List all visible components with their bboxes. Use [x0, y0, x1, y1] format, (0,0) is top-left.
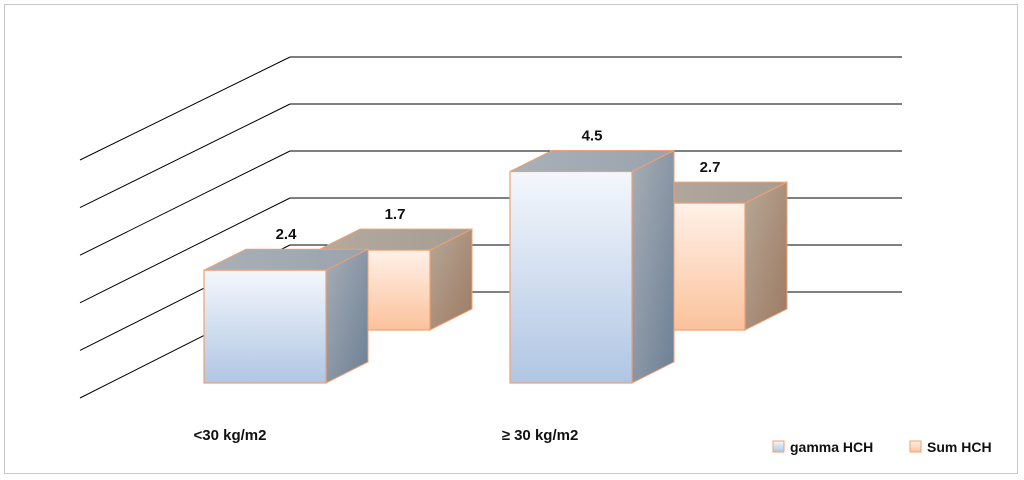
legend-swatch-sum-hch [909, 440, 922, 453]
category-label-0: <30 kg/m2 [194, 427, 267, 444]
gridline-diagonal-5 [79, 56, 291, 161]
bar-s0-c0-front [203, 269, 327, 384]
gridline-diagonal-3 [79, 150, 291, 256]
bar-s0-c1-front [509, 170, 633, 384]
data-label-s0-c0: 2.4 [276, 226, 298, 243]
legend-label-gamma-hch: gamma HCH [790, 439, 873, 455]
gridline-diagonal-2 [79, 197, 291, 304]
category-label-1: ≥ 30 kg/m2 [502, 427, 579, 444]
data-label-s0-c1: 4.5 [582, 128, 603, 145]
legend-swatch-gamma-hch [772, 440, 785, 453]
legend-label-sum-hch: Sum HCH [927, 439, 992, 455]
gridline-diagonal-4 [79, 103, 291, 209]
legend: gamma HCH Sum HCH [772, 439, 992, 455]
data-labels: 1.7 2.7 2.4 4.5 [276, 128, 721, 244]
bar-s1-c1-side [744, 181, 788, 331]
data-label-s1-c1: 2.7 [700, 159, 721, 176]
bars [203, 149, 788, 384]
bar-s0-c1-side [631, 149, 675, 384]
data-label-s1-c0: 1.7 [385, 206, 406, 223]
bar-s0-c0-side [325, 248, 369, 384]
